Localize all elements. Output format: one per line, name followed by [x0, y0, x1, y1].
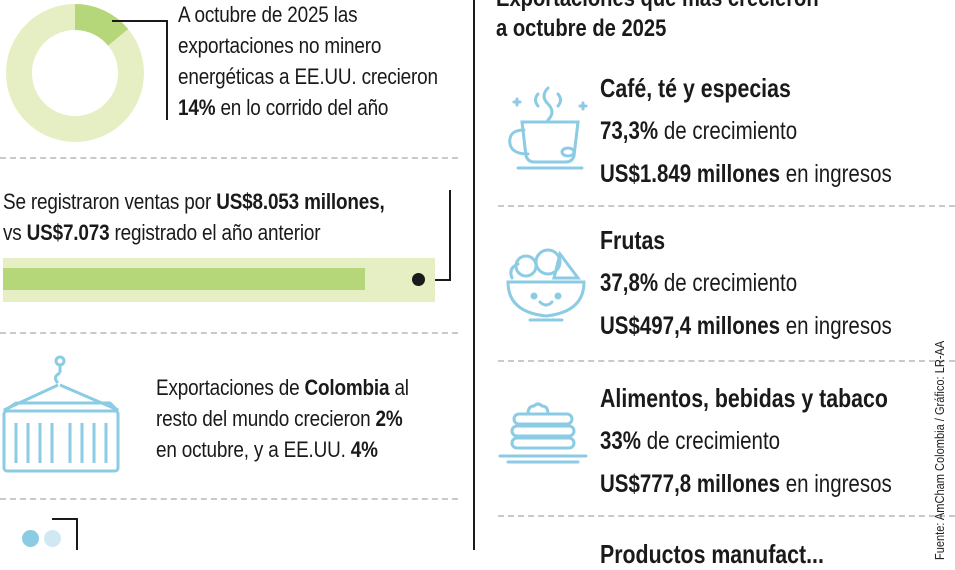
divider: [0, 157, 458, 159]
income-label: en ingresos: [780, 470, 892, 498]
container-line2-pre: resto del mundo crecieron: [156, 406, 376, 431]
container-post: al: [389, 375, 409, 400]
dot-icon: [44, 530, 61, 547]
income-value: US$497,4 millones: [600, 312, 781, 340]
sales-pre: Se registraron ventas por: [3, 189, 217, 214]
bar-marker-dot: [412, 273, 425, 286]
growth-value: 33%: [600, 427, 642, 455]
fruit-bowl-icon: [506, 248, 586, 322]
pancakes-icon: [498, 402, 588, 464]
column-separator: [473, 0, 475, 550]
item-name: Alimentos, bebidas y tabaco: [600, 383, 888, 413]
container-line3-pre: en octubre, y a EE.UU.: [156, 437, 351, 462]
item-name: Café, té y especias: [600, 73, 791, 103]
sales-bar-fill: [3, 268, 365, 290]
source-credit: Fuente: AmCham Colombia / Gráfico: LR-AA: [932, 340, 947, 560]
pct-us: 4%: [350, 437, 378, 462]
item-name: Productos manufact...: [600, 539, 824, 569]
pct-world: 2%: [375, 406, 403, 431]
donut-slice: [74, 4, 129, 47]
item-growth: 73,3% de crecimiento: [600, 115, 892, 147]
income-label: en ingresos: [780, 312, 892, 340]
country: Colombia: [304, 375, 390, 400]
donut-text: A octubre de 2025 las exportaciones no m…: [178, 0, 480, 123]
item-alimentos: Alimentos, bebidas y tabaco 33% de creci…: [600, 382, 955, 500]
divider: [498, 205, 955, 207]
sales-line1: Se registraron ventas por US$8.053 millo…: [3, 186, 385, 217]
item-growth: 33% de crecimiento: [600, 425, 892, 457]
donut-text-line2: exportaciones no minero: [178, 33, 382, 58]
right-title: Exportaciones que más crecieron a octubr…: [496, 0, 880, 44]
item-name: Frutas: [600, 225, 666, 255]
title-line1: Exportaciones que más crecieron: [496, 0, 819, 14]
growth-value: 73,3%: [600, 117, 659, 145]
growth-label: de crecimiento: [658, 117, 798, 145]
dot-icon: [22, 530, 39, 547]
item-income: US$777,8 millones en ingresos: [600, 468, 892, 500]
donut-rest: en lo corrido del año: [215, 95, 389, 120]
item-frutas: Frutas 37,8% de crecimiento US$497,4 mil…: [600, 224, 955, 342]
container-line3: en octubre, y a EE.UU. 4%: [156, 434, 409, 465]
item-cafe: Café, té y especias 73,3% de crecimiento…: [600, 72, 955, 190]
item-manufact: Productos manufact...: [600, 538, 873, 570]
connector: [52, 518, 78, 520]
item-growth: 37,8% de crecimiento: [600, 267, 892, 299]
title-line2: a octubre de 2025: [496, 15, 667, 42]
sales-prev: US$7.073: [26, 220, 110, 245]
divider: [0, 498, 458, 500]
divider: [0, 332, 458, 334]
shipping-container-icon: [2, 355, 120, 473]
income-label: en ingresos: [780, 160, 892, 188]
sales-rest: registrado el año anterior: [109, 220, 321, 245]
container-text: Exportaciones de Colombia al resto del m…: [156, 372, 450, 465]
container-line1: Exportaciones de Colombia al: [156, 372, 409, 403]
sales-line2: vs US$7.073 registrado el año anterior: [3, 217, 385, 248]
donut-connector-vertical: [166, 20, 168, 120]
divider: [498, 360, 955, 362]
connector-vertical: [76, 518, 78, 550]
growth-label: de crecimiento: [658, 269, 798, 297]
growth-value: 37,8%: [600, 269, 659, 297]
donut-chart: [6, 4, 144, 142]
donut-connector: [112, 20, 168, 22]
container-pre: Exportaciones de: [156, 375, 305, 400]
sales-amount: US$8.053 millones,: [216, 189, 385, 214]
donut-text-line1: A octubre de 2025 las: [178, 2, 358, 27]
container-line2: resto del mundo crecieron 2%: [156, 403, 409, 434]
item-income: US$1.849 millones en ingresos: [600, 158, 892, 190]
donut-text-line4: 14% en lo corrido del año: [178, 92, 438, 123]
donut-pct: 14%: [178, 95, 216, 120]
coffee-cup-icon: [508, 86, 588, 170]
income-value: US$777,8 millones: [600, 470, 781, 498]
sales-connector: [449, 190, 451, 281]
growth-label: de crecimiento: [641, 427, 781, 455]
divider: [498, 515, 955, 517]
sales-vs: vs: [3, 220, 27, 245]
item-income: US$497,4 millones en ingresos: [600, 310, 892, 342]
donut-text-line3: energéticas a EE.UU. crecieron: [178, 64, 438, 89]
income-value: US$1.849 millones: [600, 160, 781, 188]
sales-text: Se registraron ventas por US$8.053 millo…: [3, 186, 447, 248]
